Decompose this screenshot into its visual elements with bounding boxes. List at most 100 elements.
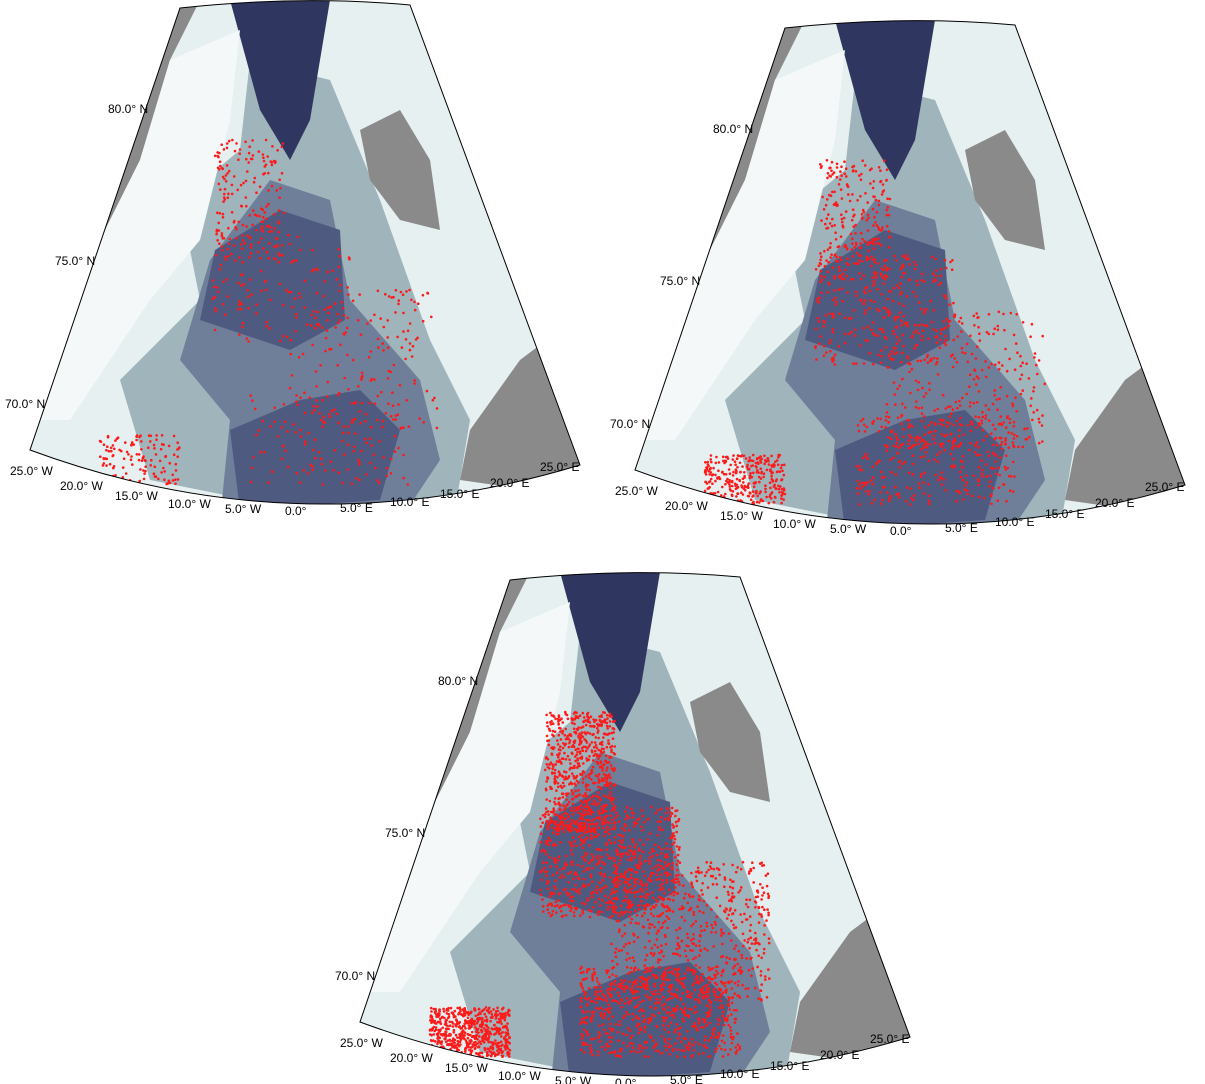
observation-dot bbox=[846, 291, 849, 294]
observation-dot bbox=[767, 914, 770, 917]
observation-dot bbox=[558, 774, 561, 777]
observation-dot bbox=[817, 317, 820, 320]
observation-dot bbox=[245, 225, 248, 228]
observation-dot bbox=[606, 1000, 609, 1003]
observation-dot bbox=[583, 828, 586, 831]
observation-dot bbox=[852, 208, 855, 211]
observation-dot bbox=[770, 455, 773, 458]
observation-dot bbox=[742, 477, 745, 480]
observation-dot bbox=[743, 939, 746, 942]
observation-dot bbox=[988, 485, 991, 488]
observation-dot bbox=[487, 1054, 490, 1057]
observation-dot bbox=[896, 452, 899, 455]
observation-dot bbox=[242, 224, 245, 227]
observation-dot bbox=[651, 947, 654, 950]
observation-dot bbox=[815, 328, 818, 331]
observation-dot bbox=[431, 1020, 434, 1023]
observation-dot bbox=[1032, 390, 1035, 393]
observation-dot bbox=[217, 156, 220, 159]
observation-dot bbox=[574, 820, 577, 823]
observation-dot bbox=[648, 940, 651, 943]
observation-dot bbox=[456, 1047, 459, 1050]
observation-dot bbox=[979, 339, 982, 342]
observation-dot bbox=[706, 461, 709, 464]
observation-dot bbox=[885, 337, 888, 340]
observation-dot bbox=[443, 1010, 446, 1013]
observation-dot bbox=[858, 259, 861, 262]
observation-dot bbox=[783, 464, 786, 467]
observation-dot bbox=[172, 479, 175, 482]
observation-dot bbox=[975, 383, 978, 386]
observation-dot bbox=[943, 478, 946, 481]
observation-dot bbox=[899, 311, 902, 314]
observation-dot bbox=[540, 833, 543, 836]
observation-dot bbox=[504, 1046, 507, 1049]
observation-dot bbox=[632, 933, 635, 936]
observation-dot bbox=[831, 173, 834, 176]
observation-dot bbox=[269, 160, 272, 163]
observation-dot bbox=[571, 819, 574, 822]
observation-dot bbox=[639, 855, 642, 858]
observation-dot bbox=[564, 818, 567, 821]
observation-dot bbox=[169, 482, 172, 485]
observation-dot bbox=[634, 856, 637, 859]
observation-dot bbox=[779, 454, 782, 457]
observation-dot bbox=[650, 806, 653, 809]
observation-dot bbox=[577, 781, 580, 784]
observation-dot bbox=[558, 893, 561, 896]
observation-dot bbox=[949, 433, 952, 436]
observation-dot bbox=[594, 750, 597, 753]
observation-dot bbox=[864, 430, 867, 433]
observation-dot bbox=[891, 358, 894, 361]
observation-dot bbox=[613, 825, 616, 828]
observation-dot bbox=[1026, 427, 1029, 430]
observation-dot bbox=[718, 461, 721, 464]
observation-dot bbox=[886, 197, 889, 200]
observation-dot bbox=[722, 1034, 725, 1037]
map-panel: 80.0° N75.0° N70.0° N25.0° W20.0° W15.0°… bbox=[0, 0, 600, 560]
observation-dot bbox=[307, 472, 310, 475]
observation-dot bbox=[609, 1027, 612, 1030]
observation-dot bbox=[606, 714, 609, 717]
observation-dot bbox=[441, 1027, 444, 1030]
observation-dot bbox=[1005, 426, 1008, 429]
observation-dot bbox=[659, 884, 662, 887]
observation-dot bbox=[997, 329, 1000, 332]
observation-dot bbox=[508, 1009, 511, 1012]
observation-dot bbox=[673, 1016, 676, 1019]
observation-dot bbox=[142, 469, 145, 472]
observation-dot bbox=[630, 873, 633, 876]
observation-dot bbox=[893, 347, 896, 350]
observation-dot bbox=[471, 1031, 474, 1034]
observation-dot bbox=[539, 817, 542, 820]
observation-dot bbox=[721, 1004, 724, 1007]
observation-dot bbox=[998, 398, 1001, 401]
observation-dot bbox=[1015, 342, 1018, 345]
observation-dot bbox=[471, 1018, 474, 1021]
observation-dot bbox=[835, 303, 838, 306]
observation-dot bbox=[227, 255, 230, 258]
observation-dot bbox=[778, 488, 781, 491]
observation-dot bbox=[757, 997, 760, 1000]
observation-dot bbox=[765, 874, 768, 877]
observation-dot bbox=[506, 1022, 509, 1025]
observation-dot bbox=[569, 900, 572, 903]
observation-dot bbox=[597, 757, 600, 760]
observation-dot bbox=[635, 1015, 638, 1018]
observation-dot bbox=[730, 980, 733, 983]
observation-dot bbox=[674, 856, 677, 859]
observation-dot bbox=[551, 904, 554, 907]
observation-dot bbox=[665, 847, 668, 850]
observation-dot bbox=[254, 408, 257, 411]
observation-dot bbox=[162, 443, 165, 446]
observation-dot bbox=[637, 922, 640, 925]
observation-dot bbox=[703, 1044, 706, 1047]
observation-dot bbox=[580, 972, 583, 975]
observation-dot bbox=[996, 408, 999, 411]
observation-dot bbox=[549, 729, 552, 732]
observation-dot bbox=[557, 833, 560, 836]
observation-dot bbox=[695, 964, 698, 967]
observation-dot bbox=[921, 323, 924, 326]
observation-dot bbox=[865, 490, 868, 493]
longitude-label: 10.0° E bbox=[390, 495, 430, 509]
